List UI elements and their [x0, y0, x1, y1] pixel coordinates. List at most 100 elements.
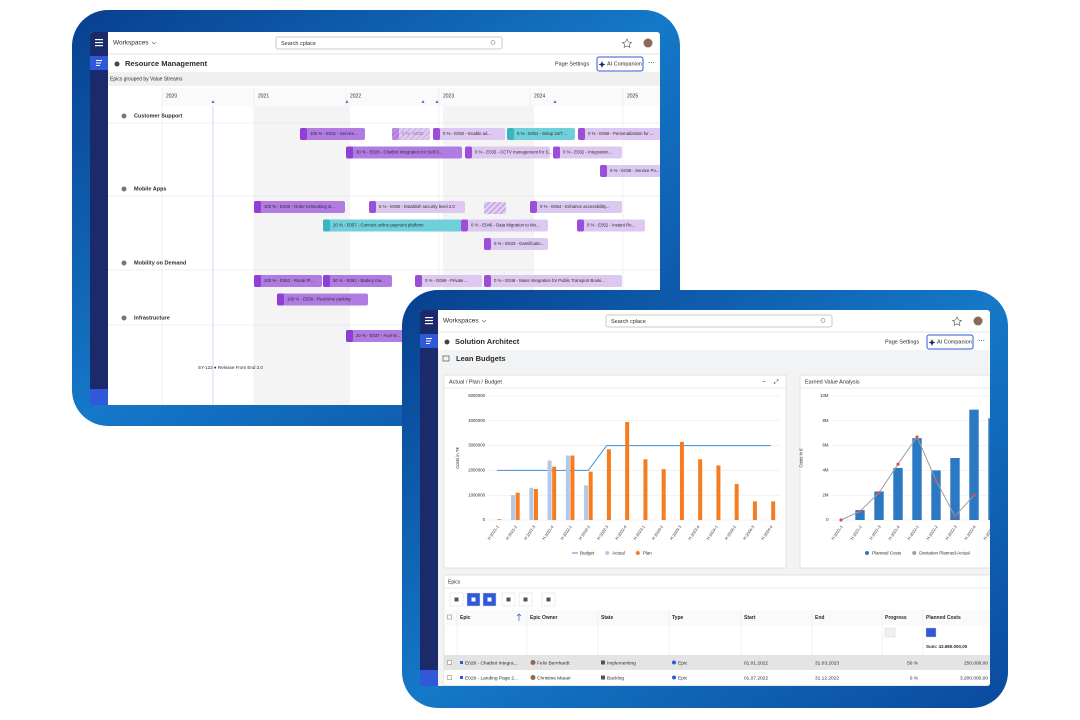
gantt-bar[interactable]: [577, 219, 645, 232]
workspaces-menu[interactable]: Workspaces: [113, 40, 149, 47]
nav-icon: [426, 338, 432, 339]
bar: [874, 491, 884, 520]
gantt-bar[interactable]: [300, 128, 365, 140]
group-toggle[interactable]: [121, 186, 127, 192]
nav-icon: [96, 60, 102, 61]
gantt-bar[interactable]: [578, 128, 668, 140]
section-title: Lean Budgets: [456, 354, 506, 363]
sum: Sum: 43.680.000,00: [926, 644, 968, 649]
group-toggle[interactable]: [121, 260, 127, 266]
column-header[interactable]: Progress: [885, 615, 907, 621]
avatar[interactable]: [643, 38, 653, 48]
milestone: SY-122 ● Release From End 2.0: [198, 365, 263, 370]
page-settings[interactable]: Page Settings: [555, 61, 589, 67]
gantt-bar-cap: [254, 201, 261, 213]
gantt-bar[interactable]: [433, 128, 505, 140]
filter-button[interactable]: [925, 627, 937, 638]
gantt-bar-label: 0 % - E033 - Gamificatio...: [494, 241, 544, 246]
subtitle: Epics grouped by Value Streams: [110, 76, 183, 82]
minimize-icon[interactable]: −: [762, 380, 766, 386]
gantt-bar[interactable]: [254, 201, 345, 213]
more-icon[interactable]: ⋯: [978, 338, 985, 345]
star-icon[interactable]: [951, 316, 963, 326]
gantt-bar-cap: [346, 330, 353, 342]
column-header[interactable]: End: [815, 615, 824, 621]
legend-swatch: [865, 551, 869, 555]
chart-card: [443, 374, 787, 569]
gantt-bar[interactable]: [461, 219, 548, 232]
gantt-bar[interactable]: [465, 146, 550, 159]
more-icon[interactable]: ⋯: [648, 60, 655, 67]
column-header[interactable]: Planned Costs: [926, 615, 961, 621]
row-checkbox[interactable]: [447, 675, 452, 680]
avatar[interactable]: [973, 316, 983, 326]
header-checkbox[interactable]: [447, 614, 452, 620]
legend-label[interactable]: Budget: [580, 551, 595, 556]
table-row[interactable]: [444, 670, 1004, 685]
gantt-bar-label: 0 % - E052 - Enable ad...: [443, 131, 491, 136]
table-cell[interactable]: Felix Bernhardt: [537, 660, 570, 666]
line-point: [915, 435, 919, 439]
legend-label[interactable]: Actual: [612, 551, 625, 556]
gantt-bar[interactable]: [369, 201, 465, 213]
subtitle-band: [108, 72, 660, 86]
title-icon: [114, 61, 120, 67]
star-icon[interactable]: [621, 38, 633, 48]
legend-label[interactable]: Deviation Planned-Actual: [919, 551, 970, 556]
gantt-bar-label: 100 % - E062 - Route Pl...: [264, 278, 314, 283]
search-box[interactable]: [605, 314, 833, 328]
expand-icon[interactable]: ⤢: [774, 379, 779, 386]
row-checkbox[interactable]: [447, 660, 452, 665]
search-placeholder: Search cplace: [281, 41, 316, 47]
menu-icon: [95, 42, 103, 44]
gantt-bar[interactable]: [600, 165, 670, 177]
legend-label[interactable]: Plan: [643, 551, 653, 556]
gantt-bar[interactable]: [530, 201, 622, 213]
table-cell: 50 %: [907, 660, 919, 666]
filter-button[interactable]: [884, 627, 896, 638]
chart-title: Earned Value Analysis: [805, 379, 860, 385]
group-toggle[interactable]: [121, 315, 127, 321]
column-header[interactable]: Type: [672, 615, 684, 621]
column-header[interactable]: Start: [744, 615, 756, 621]
legend-swatch: [605, 551, 610, 555]
table-cell: 31.12.2022: [815, 675, 839, 681]
gantt-bar[interactable]: [415, 275, 482, 287]
bar: [643, 459, 648, 520]
gantt-bar-label: 100 % - E036 - Order-to-Booking st...: [264, 204, 335, 209]
gantt-bar-label: 0 % - E051 - Setup 24/7 ...: [517, 131, 568, 136]
ai-button[interactable]: [926, 334, 974, 350]
page-settings[interactable]: Page Settings: [885, 339, 919, 345]
legend-label[interactable]: Planned Costs: [872, 551, 902, 556]
column-header[interactable]: State: [601, 615, 613, 621]
table-cell[interactable]: E029 - Landing Page 2...: [465, 675, 518, 681]
gantt-bar[interactable]: [553, 146, 622, 159]
gantt-bar[interactable]: [254, 275, 322, 287]
y-axis-label: Costs in €: [799, 448, 804, 468]
sidebar: [90, 32, 108, 405]
column-header[interactable]: Epic: [460, 615, 471, 621]
table-cell[interactable]: E028 - Chatbot Integra...: [465, 660, 518, 666]
gantt-bar-label: 0 % - E059 - Private...: [425, 278, 467, 283]
search-placeholder: Search cplace: [611, 319, 646, 325]
gantt-bar-label: 50 % - E061 - Battery ma...: [333, 278, 385, 283]
bar: [606, 449, 611, 520]
bar: [552, 466, 557, 520]
bar: [625, 422, 630, 520]
ai-button[interactable]: [596, 56, 644, 72]
table-cell[interactable]: Christine Mauer: [537, 675, 571, 681]
year-label: 2022: [350, 93, 361, 99]
gantt-bar[interactable]: [277, 293, 368, 306]
gantt-bar[interactable]: [323, 275, 392, 287]
front-screen: Workspaces Search cplace Page Settings AI C…: [420, 310, 1004, 686]
table-row[interactable]: [444, 655, 1004, 670]
search-box[interactable]: [275, 36, 503, 50]
column-header[interactable]: Epic Owner: [530, 615, 558, 621]
gantt-bar[interactable]: [507, 128, 575, 140]
gantt-bar[interactable]: [484, 275, 622, 287]
group-toggle[interactable]: [121, 113, 127, 119]
gantt-bar[interactable]: [346, 146, 462, 159]
gantt-bar[interactable]: [484, 238, 548, 250]
workspaces-menu[interactable]: Workspaces: [443, 318, 479, 325]
gantt-bar[interactable]: [323, 219, 462, 232]
